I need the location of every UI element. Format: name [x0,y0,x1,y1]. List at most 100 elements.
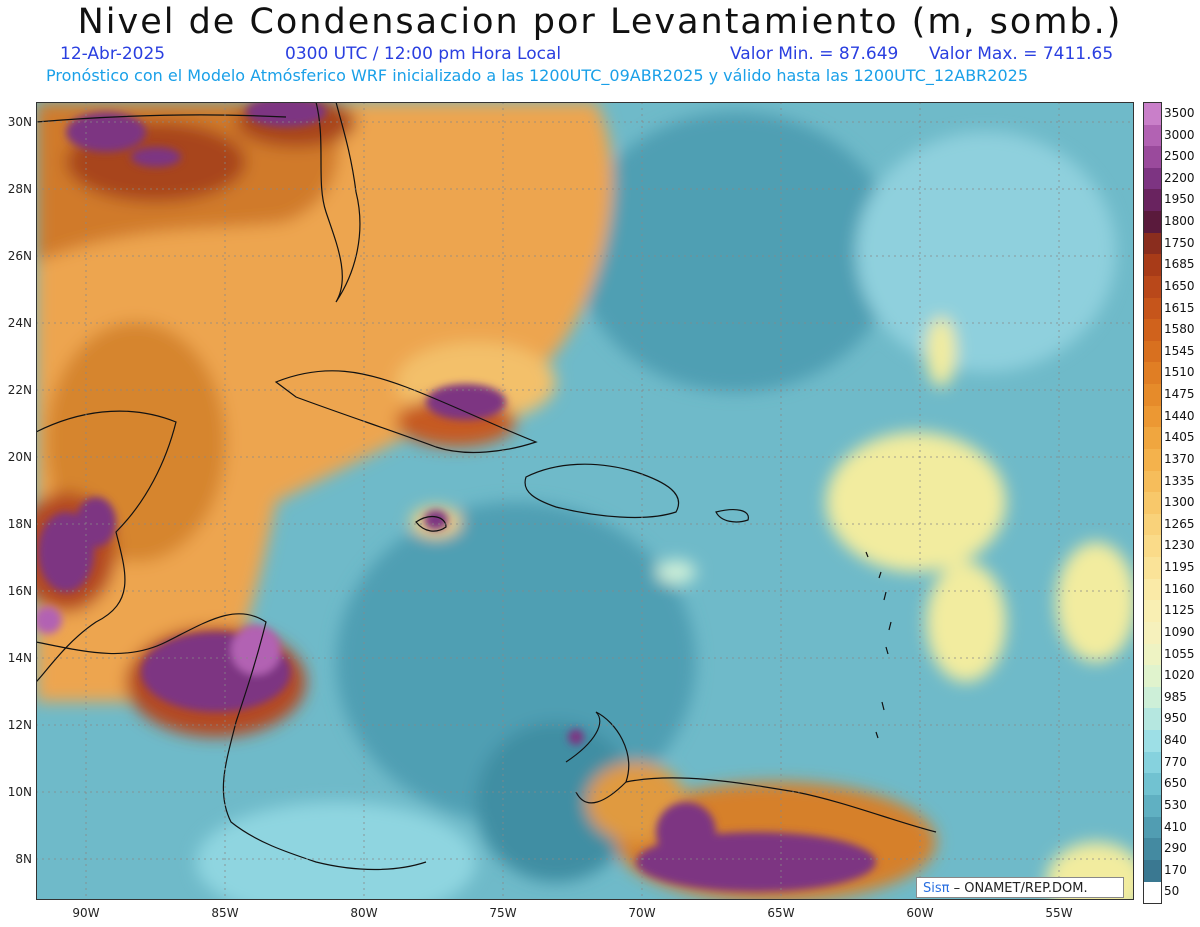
colorbar-label: 1230 [1164,538,1195,553]
colorbar-label: 290 [1164,841,1187,856]
colorbar-label: 1335 [1164,473,1195,488]
colorbar-label: 1475 [1164,387,1195,402]
colorbar-label: 2500 [1164,149,1195,164]
colorbar [1143,102,1162,904]
max-value: Valor Max. = 7411.65 [929,44,1114,64]
colorbar-segment [1144,708,1161,731]
colorbar-label: 950 [1164,711,1187,726]
colorbar-segment [1144,557,1161,580]
lat-label: 20N [7,450,32,464]
colorbar-label: 410 [1164,819,1187,834]
colorbar-segment [1144,254,1161,277]
colorbar-label: 650 [1164,776,1187,791]
colorbar-segment [1144,773,1161,796]
colorbar-segment [1144,730,1161,753]
colorbar-label: 770 [1164,754,1187,769]
forecast-time: 0300 UTC / 12:00 pm Hora Local [285,44,562,64]
colorbar-segment [1144,513,1161,536]
colorbar-segment [1144,751,1161,774]
lon-label: 60W [906,906,934,920]
colorbar-segment [1144,794,1161,817]
colorbar-segment [1144,643,1161,666]
colorbar-label: 840 [1164,733,1187,748]
lat-label: 22N [7,383,32,397]
colorbar-segment [1144,362,1161,385]
colorbar-label: 1510 [1164,365,1195,380]
colorbar-label: 1160 [1164,581,1195,596]
colorbar-segment [1144,686,1161,709]
colorbar-label: 1750 [1164,235,1195,250]
lat-label: 30N [7,115,32,129]
chart-title: Nivel de Condensacion por Levantamiento … [77,2,1123,42]
colorbar-segment [1144,340,1161,363]
colorbar-label: 3000 [1164,127,1195,142]
colorbar-label: 1580 [1164,322,1195,337]
colorbar-segment [1144,665,1161,688]
colorbar-label: 50 [1164,884,1180,899]
colorbar-label: 530 [1164,797,1187,812]
lon-label: 85W [211,906,239,920]
sispi-logo: Sisπ [923,881,950,896]
lcl-map [36,102,1134,900]
colorbar-label: 1300 [1164,495,1195,510]
colorbar-segment [1144,535,1161,558]
colorbar-segment [1144,621,1161,645]
colorbar-segment [1144,448,1161,472]
colorbar-segment [1144,146,1161,169]
colorbar-segment [1144,384,1161,407]
colorbar-label: 1405 [1164,430,1195,445]
colorbar-label: 985 [1164,689,1187,704]
colorbar-segment [1144,816,1161,839]
colorbar-segment [1144,838,1161,861]
colorbar-segment [1144,405,1161,428]
colorbar-label: 1125 [1164,603,1195,618]
colorbar-label: 170 [1164,862,1187,877]
colorbar-label: 1950 [1164,192,1195,207]
colorbar-segment [1144,124,1161,147]
colorbar-label: 1545 [1164,343,1195,358]
lat-label: 28N [7,182,32,196]
colorbar-segment [1144,578,1161,601]
colorbar-label: 1650 [1164,278,1195,293]
lon-label: 70W [628,906,656,920]
colorbar-segment [1144,232,1161,255]
coastlines [36,102,937,871]
colorbar-label: 1370 [1164,451,1195,466]
colorbar-segment [1144,427,1161,450]
colorbar-segment [1144,470,1161,493]
credit-box: Sisπ – ONAMET/REP.DOM. [916,877,1124,898]
colorbar-segment [1144,189,1161,212]
colorbar-segment [1144,319,1161,342]
colorbar-segment [1144,492,1161,515]
colorbar-label: 3500 [1164,106,1195,120]
lat-label: 14N [7,651,32,665]
colorbar-label: 1800 [1164,214,1195,229]
credit-text: – ONAMET/REP.DOM. [953,881,1088,896]
min-value: Valor Min. = 87.649 [730,44,899,64]
lat-label: 24N [7,316,32,330]
lat-label: 16N [7,584,32,598]
colorbar-segment [1144,600,1161,623]
lon-label: 65W [767,906,795,920]
high-lcl-cores [36,102,876,892]
colorbar-label: 1055 [1164,646,1195,661]
colorbar-label: 1195 [1164,560,1195,575]
lat-label: 12N [7,718,32,732]
forecast-description: Pronóstico con el Modelo Atmósferico WRF… [46,66,1029,85]
colorbar-label: 1265 [1164,516,1195,531]
colorbar-segment [1144,859,1161,882]
lat-label: 26N [7,249,32,263]
colorbar-segment [1144,103,1161,126]
colorbar-label: 1440 [1164,408,1195,423]
colorbar-label: 1090 [1164,624,1195,639]
lon-label: 80W [350,906,378,920]
graticule [36,102,1134,900]
colorbar-label: 1020 [1164,668,1195,683]
colorbar-segment [1144,211,1161,234]
lat-label: 10N [7,785,32,799]
forecast-date: 12-Abr-2025 [60,44,166,64]
colorbar-segment [1144,167,1161,190]
colorbar-label: 2200 [1164,170,1195,185]
colorbar-segment [1144,297,1161,320]
lon-label: 75W [489,906,517,920]
